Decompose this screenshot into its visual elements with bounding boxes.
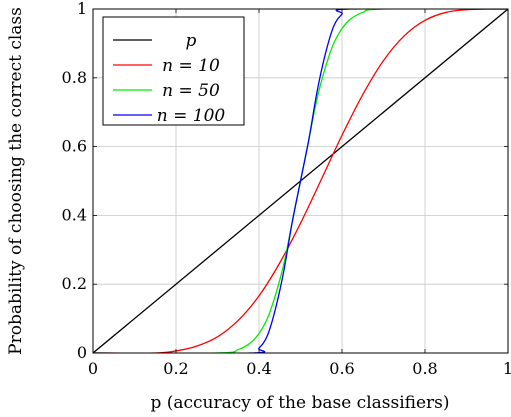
y-tick-label: 0.8 (62, 68, 87, 87)
series-line-n-100 (93, 9, 508, 353)
x-tick-label: 0.2 (163, 359, 188, 378)
y-tick-label: 0.4 (62, 205, 87, 224)
legend: p n = 10 n = 50 n = 100 (102, 16, 245, 126)
series-line-n-10 (93, 9, 508, 353)
legend-label-n-10: n = 10 (162, 56, 220, 76)
y-tick-label: 0.6 (62, 137, 87, 156)
y-axis: 0 0.2 0.4 0.6 0.8 1 (62, 0, 508, 362)
x-tick-label: 0 (88, 359, 98, 378)
plot-frame (92, 8, 509, 354)
legend-label-n-50: n = 50 (162, 81, 220, 101)
y-tick-label: 0.2 (62, 274, 87, 293)
x-tick-label: 0.6 (329, 359, 354, 378)
x-axis-label: p (accuracy of the base classifiers) (150, 393, 449, 413)
x-tick-label: 0.8 (412, 359, 437, 378)
y-tick-label: 1 (77, 0, 87, 18)
x-tick-label: 0.4 (246, 359, 271, 378)
legend-box (102, 16, 245, 126)
y-axis-label: Probability of choosing the correct clas… (6, 7, 26, 355)
x-tick-label: 1 (503, 359, 511, 378)
series-layer (93, 9, 508, 353)
y-tick-label: 0 (77, 343, 87, 362)
x-axis: 0 0.2 0.4 0.6 0.8 1 (88, 9, 511, 378)
legend-label-p: p (186, 31, 197, 51)
legend-label-n-100: n = 100 (157, 106, 226, 126)
